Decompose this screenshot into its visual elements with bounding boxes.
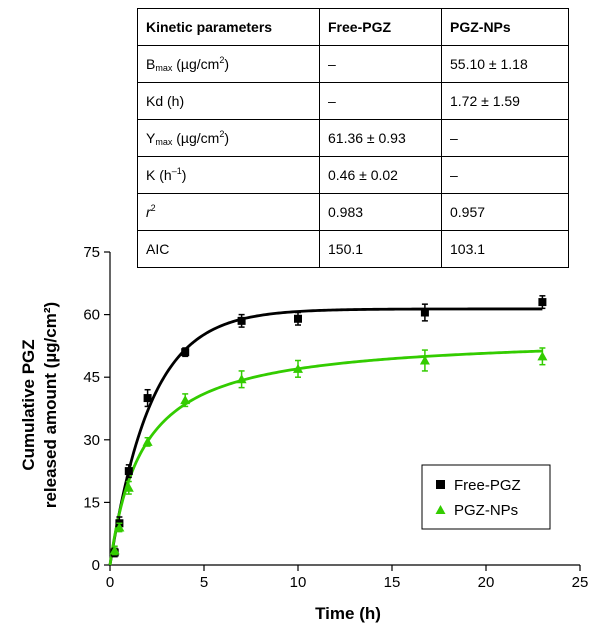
param-cell: K (h–1) — [137, 156, 320, 194]
data-point-pgz-nps — [123, 482, 134, 492]
free-pgz-cell: 0.46 ± 0.02 — [319, 156, 442, 194]
data-point-pgz-nps — [236, 374, 247, 384]
param-end: ) — [181, 167, 187, 183]
x-tick-label: 20 — [478, 574, 495, 591]
data-point-free-pgz — [237, 316, 246, 325]
table-row: Kd (h) –1.72 ± 1.59 — [137, 82, 569, 120]
header-kinetic-parameters: Kinetic parameters — [137, 8, 320, 46]
param-end: ) — [224, 56, 230, 72]
pgz-nps-cell: 0.957 — [441, 193, 569, 231]
param-sup: 2 — [219, 129, 225, 139]
x-tick-label: 5 — [200, 574, 208, 591]
legend: Free-PGZ PGZ-NPs — [421, 464, 551, 530]
param-end: ) — [224, 130, 230, 146]
x-axis-title: Time (h) — [315, 604, 381, 623]
legend-label-pgz-nps: PGZ-NPs — [454, 502, 518, 519]
fit-curve-1 — [108, 349, 543, 566]
data-point-free-pgz — [420, 308, 429, 317]
param-main: B — [146, 56, 156, 72]
param-rest: (µg/cm — [172, 130, 220, 146]
table-row: AIC 150.1 103.1 — [137, 230, 569, 268]
y-tick-label: 30 — [83, 432, 100, 449]
param-main: r — [146, 204, 151, 220]
data-point-pgz-nps — [419, 355, 430, 365]
free-pgz-cell: 61.36 ± 0.93 — [319, 119, 442, 157]
param-sup: –1 — [171, 166, 182, 176]
data-point-pgz-nps — [109, 545, 120, 555]
x-tick-label: 10 — [290, 574, 307, 591]
param-cell: r2 — [137, 193, 320, 231]
header-free-pgz: Free-PGZ — [319, 8, 442, 46]
param-main: K (h — [146, 167, 172, 183]
free-pgz-cell: 0.983 — [319, 193, 442, 231]
kinetic-parameters-table: Kinetic parameters Free-PGZ PGZ-NPs Bmax… — [137, 8, 569, 268]
data-point-free-pgz — [143, 394, 152, 403]
free-pgz-cell: – — [319, 45, 442, 83]
data-point-pgz-nps — [142, 436, 153, 446]
param-main: Kd (h) — [146, 93, 185, 109]
y-tick-label: 0 — [92, 557, 100, 574]
table-header-row: Kinetic parameters Free-PGZ PGZ-NPs — [137, 8, 569, 46]
x-tick-label: 0 — [106, 574, 114, 591]
y-axis-title-line2: released amount (µg/cm²) — [41, 302, 60, 508]
data-point-free-pgz — [124, 467, 133, 476]
param-rest: (µg/cm — [172, 56, 220, 72]
data-point-free-pgz — [181, 348, 190, 357]
y-tick-label: 60 — [83, 307, 100, 324]
y-tick-label: 45 — [83, 369, 100, 386]
x-tick-label: 25 — [572, 574, 589, 591]
param-main: Y — [146, 130, 156, 146]
data-markers — [109, 295, 548, 558]
y-tick-label: 75 — [83, 244, 100, 261]
data-point-pgz-nps — [180, 395, 191, 405]
pgz-nps-cell: 55.10 ± 1.18 — [441, 45, 569, 83]
data-point-pgz-nps — [293, 363, 303, 373]
legend-marker-pgz-nps — [435, 505, 446, 514]
table-row: Bmax (µg/cm2) –55.10 ± 1.18 — [137, 45, 569, 83]
legend-box — [421, 464, 551, 530]
header-pgz-nps: PGZ-NPs — [441, 8, 569, 46]
param-sub: max — [155, 63, 173, 73]
param-cell: Ymax (µg/cm2) — [137, 119, 320, 157]
free-pgz-cell: 150.1 — [319, 230, 442, 268]
pgz-nps-cell: 1.72 ± 1.59 — [441, 82, 569, 120]
legend-marker-free-pgz — [436, 480, 445, 489]
table-row: Ymax (µg/cm2) 61.36 ± 0.93– — [137, 119, 569, 157]
pgz-nps-cell: – — [441, 119, 569, 157]
pgz-nps-cell: 103.1 — [441, 230, 569, 268]
table-row: r2 0.983 0.957 — [137, 193, 569, 231]
data-point-pgz-nps — [114, 522, 125, 532]
param-cell: Bmax (µg/cm2) — [137, 45, 320, 83]
param-main: AIC — [146, 241, 170, 257]
data-point-pgz-nps — [537, 351, 548, 361]
y-axis-title-line1: Cumulative PGZ — [19, 339, 38, 470]
param-cell: AIC — [137, 230, 320, 268]
param-sup: 2 — [150, 203, 156, 213]
y-tick-label: 15 — [83, 494, 100, 511]
legend-label-free-pgz: Free-PGZ — [454, 477, 521, 494]
param-sup: 2 — [219, 55, 225, 65]
data-point-free-pgz — [294, 314, 302, 323]
x-tick-label: 15 — [384, 574, 401, 591]
param-sub: max — [155, 137, 173, 147]
axes: 0 5 10 15 20 25 0 15 30 45 60 75 — [83, 244, 588, 591]
param-cell: Kd (h) — [137, 82, 320, 120]
pgz-nps-cell: – — [441, 156, 569, 194]
data-point-free-pgz — [538, 298, 547, 307]
table-row: K (h–1) 0.46 ± 0.02– — [137, 156, 569, 194]
free-pgz-cell: – — [319, 82, 442, 120]
